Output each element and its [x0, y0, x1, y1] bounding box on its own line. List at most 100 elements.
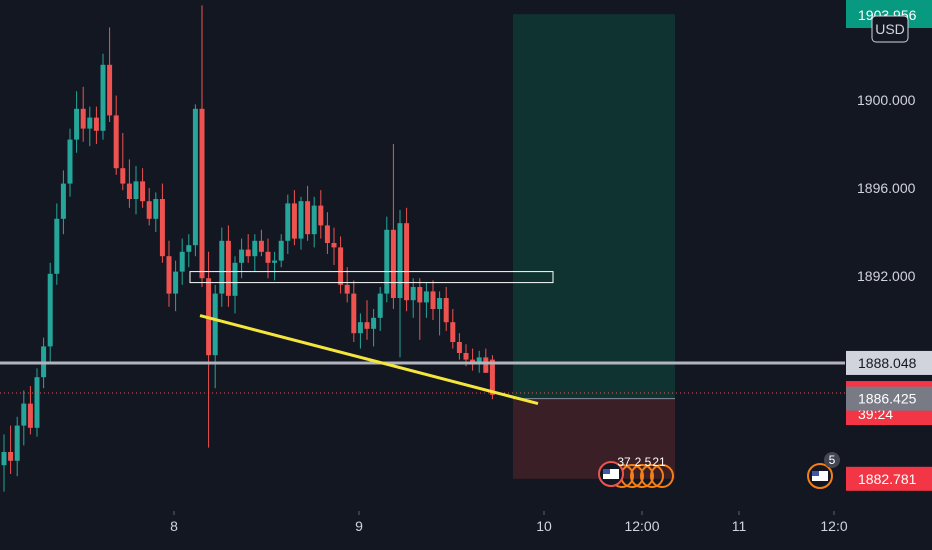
us-flag-icon[interactable]: [812, 471, 828, 481]
x-tick-label: 11: [732, 518, 747, 534]
candle-body: [278, 240, 284, 261]
us-flag-canton-icon: [812, 471, 819, 476]
candle-body: [107, 64, 113, 116]
candle-body: [390, 229, 396, 298]
candle-body: [173, 271, 179, 294]
candle-body: [338, 247, 344, 285]
support-box[interactable]: [189, 271, 554, 284]
candle-body: [67, 139, 73, 184]
candle-body: [483, 357, 489, 373]
candle-body: [463, 353, 469, 360]
candle-body: [285, 203, 291, 241]
candle-body: [489, 359, 495, 395]
candle-body: [120, 168, 126, 184]
gray-level-tag-bg: [846, 386, 932, 411]
time-axis[interactable]: 8 9 10 12:00 11 12:0: [170, 511, 848, 534]
currency-label: USD: [875, 21, 905, 37]
candle-body: [225, 240, 231, 296]
candle-body: [410, 287, 416, 301]
position-zones[interactable]: [513, 14, 675, 479]
candle-body: [47, 273, 53, 347]
candle-body: [344, 284, 350, 294]
stop-level-tag-text: 1882.781: [858, 471, 917, 487]
candle-body: [74, 108, 80, 140]
candle-body: [8, 452, 14, 461]
stop-level-tag-bg: [846, 466, 932, 491]
candle-body: [258, 240, 264, 252]
y-tick-label: 1892.000: [857, 268, 916, 284]
candle-body: [417, 287, 423, 303]
price-axis-background: [845, 0, 932, 550]
candle-body: [100, 64, 106, 131]
candle-body: [357, 322, 363, 334]
candle-body: [272, 260, 278, 263]
event-count-badge: [824, 452, 840, 468]
candle-body: [54, 218, 60, 274]
candle-body: [351, 293, 357, 334]
candle-body: [126, 183, 132, 199]
candle-body: [456, 342, 462, 353]
x-tick-label: 9: [355, 518, 363, 534]
candle-body: [212, 293, 218, 356]
candle-body: [305, 201, 311, 235]
candle-body: [239, 249, 245, 263]
candle-body: [397, 223, 403, 298]
candle-body: [404, 223, 410, 301]
x-tick-label: 10: [536, 518, 552, 534]
candle-body: [153, 199, 159, 219]
candle-body: [199, 108, 205, 279]
profit-zone[interactable]: [513, 14, 675, 399]
gray-level-tag-text: 1886.425: [858, 391, 917, 407]
candle-body: [443, 298, 449, 323]
horizontal-line-tag-text: 1888.048: [858, 355, 917, 371]
candle-body: [87, 117, 93, 129]
candle-body: [324, 225, 330, 243]
event-ring: [640, 464, 664, 488]
price-tags: 1903.9561888.0481886.68039:241886.425188…: [846, 0, 932, 491]
event-count[interactable]: 2: [635, 455, 642, 469]
event-count[interactable]: 5: [829, 453, 836, 467]
event-count[interactable]: 37: [617, 455, 631, 469]
currency-button[interactable]: USD: [871, 15, 909, 43]
candle-body: [14, 425, 20, 461]
event-ring: [630, 464, 654, 488]
candle-body: [186, 245, 192, 252]
candle-body: [437, 298, 443, 309]
candle-body: [192, 108, 198, 246]
x-tick-label: 12:0: [820, 518, 847, 534]
candle-body: [245, 249, 251, 257]
candle-body: [298, 201, 304, 239]
candle-body: [179, 251, 185, 272]
candle-body: [159, 199, 165, 257]
price-axis[interactable]: 1900.000 1896.000 1892.000: [845, 0, 932, 550]
event-count[interactable]: 5: [645, 455, 652, 469]
candle-body: [331, 243, 337, 248]
candle-body: [93, 117, 99, 131]
candle-body: [450, 322, 456, 342]
y-tick-label: 1900.000: [857, 92, 916, 108]
candle-body: [60, 183, 66, 219]
candle-body: [1, 452, 7, 466]
candle-body: [113, 115, 119, 169]
candle-body: [80, 108, 86, 129]
candle-body: [252, 240, 258, 257]
candle-body: [311, 205, 317, 235]
candle-body: [291, 203, 297, 239]
candle-body: [146, 201, 152, 219]
candle-body: [21, 403, 27, 426]
trendline[interactable]: [199, 314, 539, 406]
candle-body: [476, 357, 482, 364]
horizontal-line-tag-bg: [846, 350, 932, 375]
event-count[interactable]: 21: [652, 455, 666, 469]
candle-body: [384, 229, 390, 294]
candle-body: [27, 403, 33, 428]
x-tick-label: 8: [170, 518, 178, 534]
drawings-layer[interactable]: [0, 271, 845, 406]
us-flag-canton-icon: [603, 469, 610, 474]
events-layer[interactable]: 37 2 5 21 5: [598, 452, 840, 489]
y-tick-label: 1896.000: [857, 180, 916, 196]
candle-body: [133, 181, 139, 199]
event-ring: [650, 464, 674, 488]
